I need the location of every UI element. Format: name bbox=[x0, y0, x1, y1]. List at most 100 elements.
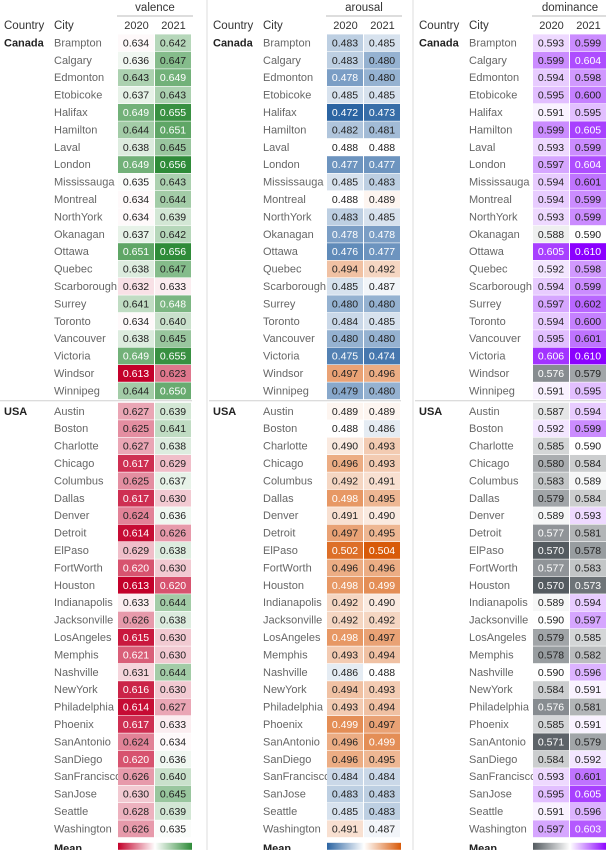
city-label: Detroit bbox=[469, 528, 501, 540]
heat-cell-value: 0.595 bbox=[575, 107, 601, 119]
heat-cell-value: 0.655 bbox=[160, 351, 186, 363]
heat-cell-value: 0.499 bbox=[369, 580, 395, 592]
heat-cell-value: 0.589 bbox=[538, 597, 564, 609]
heat-cell bbox=[118, 716, 154, 733]
heat-cell bbox=[155, 347, 191, 365]
heat-cell bbox=[327, 542, 363, 559]
heat-cell bbox=[118, 208, 154, 226]
heat-cell bbox=[364, 365, 400, 382]
heat-cell bbox=[155, 295, 191, 313]
heat-cell-value: 0.617 bbox=[123, 493, 149, 505]
heat-cell bbox=[118, 472, 154, 490]
heat-cell bbox=[533, 820, 569, 838]
city-label: Charlotte bbox=[54, 441, 99, 453]
heat-cell-value: 0.492 bbox=[332, 615, 358, 627]
year-header-2021: 2021 bbox=[161, 20, 185, 32]
year-header-2021: 2021 bbox=[576, 20, 600, 32]
heat-cell-value: 0.636 bbox=[123, 55, 149, 67]
heat-cell bbox=[118, 646, 154, 664]
heat-cell-value: 0.477 bbox=[369, 246, 395, 258]
heat-cell-value: 0.584 bbox=[538, 754, 564, 766]
heat-cell-value: 0.496 bbox=[369, 562, 395, 574]
heat-cell-value: 0.497 bbox=[332, 368, 358, 380]
country-label: USA bbox=[213, 406, 236, 418]
heat-cell-value: 0.596 bbox=[575, 806, 601, 818]
heat-cell-value: 0.581 bbox=[575, 528, 601, 540]
heat-cell-value: 0.504 bbox=[369, 545, 395, 557]
heat-cell bbox=[155, 594, 191, 611]
heat-cell bbox=[364, 768, 400, 785]
heat-cell bbox=[155, 716, 191, 733]
city-label: Laval bbox=[469, 142, 495, 154]
heat-cell-value: 0.644 bbox=[160, 194, 186, 206]
heat-cell-value: 0.592 bbox=[575, 754, 601, 766]
heat-cell-value: 0.590 bbox=[538, 615, 564, 627]
heat-cell bbox=[155, 629, 191, 646]
heat-cell-value: 0.638 bbox=[123, 264, 149, 276]
heat-cell-value: 0.592 bbox=[538, 264, 564, 276]
heat-cell-value: 0.489 bbox=[369, 406, 395, 418]
heat-cell bbox=[327, 629, 363, 646]
heat-cell bbox=[533, 104, 569, 121]
heat-cell-value: 0.630 bbox=[123, 789, 149, 801]
heat-cell-value: 0.594 bbox=[538, 316, 564, 328]
heat-cell-value: 0.483 bbox=[369, 177, 395, 189]
heat-cell bbox=[570, 278, 606, 295]
heat-cell bbox=[570, 437, 606, 455]
city-label: Memphis bbox=[263, 649, 308, 661]
heat-cell-value: 0.485 bbox=[332, 281, 358, 293]
heat-cell-value: 0.637 bbox=[160, 475, 186, 487]
heat-cell bbox=[155, 455, 191, 472]
heat-cell bbox=[533, 121, 569, 139]
heat-cell-value: 0.576 bbox=[538, 368, 564, 380]
heat-cell-value: 0.476 bbox=[332, 246, 358, 258]
heat-cell-value: 0.614 bbox=[123, 528, 149, 540]
heat-cell-value: 0.627 bbox=[160, 702, 186, 714]
heat-cell bbox=[570, 803, 606, 820]
heat-cell bbox=[118, 663, 154, 681]
city-label: ElPaso bbox=[469, 545, 504, 557]
heat-cell bbox=[570, 312, 606, 330]
country-column-header: Country bbox=[419, 20, 460, 32]
heat-cell bbox=[327, 681, 363, 698]
heat-cell-value: 0.593 bbox=[575, 510, 601, 522]
heat-cell bbox=[533, 507, 569, 524]
heat-cell-value: 0.620 bbox=[123, 754, 149, 766]
heat-cell-value: 0.582 bbox=[575, 649, 601, 661]
heat-cell bbox=[570, 330, 606, 347]
heat-cell-value: 0.599 bbox=[575, 194, 601, 206]
heat-cell-value: 0.490 bbox=[369, 510, 395, 522]
heat-cell-value: 0.480 bbox=[332, 333, 358, 345]
city-label: Calgary bbox=[263, 55, 301, 67]
city-label: Boston bbox=[54, 423, 88, 435]
heat-cell-value: 0.596 bbox=[575, 667, 601, 679]
city-label: Montreal bbox=[263, 194, 306, 206]
heat-cell-value: 0.597 bbox=[575, 615, 601, 627]
heat-cell bbox=[155, 820, 191, 838]
heat-cell-value: 0.488 bbox=[369, 667, 395, 679]
city-label: Winnipeg bbox=[54, 385, 100, 397]
heat-cell-value: 0.648 bbox=[160, 298, 186, 310]
heat-cell bbox=[570, 295, 606, 313]
city-label: SanFrancisco bbox=[263, 771, 330, 783]
heat-cell-value: 0.605 bbox=[538, 246, 564, 258]
heat-cell bbox=[327, 420, 363, 437]
heat-cell bbox=[364, 278, 400, 295]
heat-cell bbox=[327, 382, 363, 400]
heat-cell bbox=[155, 34, 191, 52]
heat-cell-value: 0.644 bbox=[123, 385, 149, 397]
heat-cell-value: 0.484 bbox=[369, 771, 395, 783]
heat-cell-value: 0.583 bbox=[575, 562, 601, 574]
heat-cell bbox=[327, 260, 363, 278]
heat-cell-value: 0.587 bbox=[538, 406, 564, 418]
heat-cell-value: 0.601 bbox=[575, 333, 601, 345]
heat-cell-value: 0.485 bbox=[369, 211, 395, 223]
heat-cell-value: 0.625 bbox=[123, 475, 149, 487]
heat-cell-value: 0.577 bbox=[538, 528, 564, 540]
heat-cell bbox=[155, 121, 191, 139]
city-label: Indianapolis bbox=[54, 597, 113, 609]
heat-cell bbox=[364, 698, 400, 716]
heat-cell-value: 0.585 bbox=[575, 632, 601, 644]
heat-cell-value: 0.610 bbox=[575, 246, 601, 258]
city-label: Edmonton bbox=[263, 72, 313, 84]
